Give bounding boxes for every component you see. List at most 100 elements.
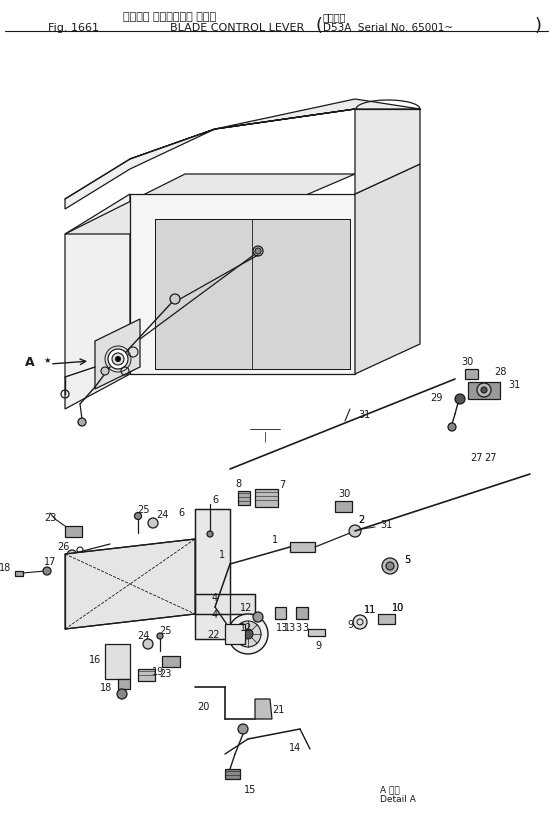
Text: 22: 22 xyxy=(207,630,220,640)
Polygon shape xyxy=(105,645,130,679)
Text: ブレード コントロール レバー: ブレード コントロール レバー xyxy=(123,12,217,22)
Polygon shape xyxy=(468,383,500,400)
Circle shape xyxy=(353,615,367,630)
Polygon shape xyxy=(195,509,230,640)
Text: 16: 16 xyxy=(88,655,101,665)
Circle shape xyxy=(253,247,263,257)
Text: 5: 5 xyxy=(404,554,410,564)
Polygon shape xyxy=(355,110,420,195)
Circle shape xyxy=(253,612,263,622)
Text: 18: 18 xyxy=(0,563,11,573)
Text: 26: 26 xyxy=(58,542,70,551)
Polygon shape xyxy=(225,624,245,645)
Text: 15: 15 xyxy=(244,784,256,794)
Text: 21: 21 xyxy=(272,704,284,714)
Text: 30: 30 xyxy=(461,357,473,366)
Polygon shape xyxy=(65,539,195,630)
Polygon shape xyxy=(225,769,240,779)
Circle shape xyxy=(43,568,51,575)
Text: 20: 20 xyxy=(197,701,210,711)
Polygon shape xyxy=(275,607,286,619)
Polygon shape xyxy=(255,489,278,507)
Circle shape xyxy=(157,633,163,640)
Polygon shape xyxy=(162,656,180,667)
Polygon shape xyxy=(238,492,250,506)
Text: 24: 24 xyxy=(137,630,149,640)
Circle shape xyxy=(477,384,491,398)
Text: 2: 2 xyxy=(358,514,364,524)
Polygon shape xyxy=(255,699,272,719)
Circle shape xyxy=(228,614,268,655)
Circle shape xyxy=(148,518,158,528)
Text: 6: 6 xyxy=(212,494,218,504)
Text: 10: 10 xyxy=(392,602,404,612)
Text: 8: 8 xyxy=(235,478,241,488)
Text: 1: 1 xyxy=(272,534,278,544)
Text: 31: 31 xyxy=(508,380,520,390)
Circle shape xyxy=(386,563,394,570)
Bar xyxy=(15,571,23,576)
Circle shape xyxy=(255,248,261,255)
Circle shape xyxy=(448,424,456,431)
Text: 31: 31 xyxy=(358,410,371,420)
Circle shape xyxy=(235,621,261,647)
Polygon shape xyxy=(290,543,315,553)
Text: 13: 13 xyxy=(276,622,288,632)
Text: A 詳図: A 詳図 xyxy=(380,784,400,793)
Circle shape xyxy=(143,640,153,650)
Polygon shape xyxy=(195,594,255,614)
Text: 適用号機: 適用号機 xyxy=(323,12,347,22)
Text: BLADE CONTROL LEVER: BLADE CONTROL LEVER xyxy=(170,23,304,33)
Text: |: | xyxy=(263,431,267,441)
Polygon shape xyxy=(296,607,308,619)
Polygon shape xyxy=(335,502,352,512)
Text: 28: 28 xyxy=(494,366,507,376)
Text: 9: 9 xyxy=(347,619,353,630)
Text: 23: 23 xyxy=(159,668,171,678)
Text: ★: ★ xyxy=(43,355,50,364)
Text: 30: 30 xyxy=(338,488,350,498)
Circle shape xyxy=(112,354,124,365)
Text: 25: 25 xyxy=(159,625,171,635)
Text: 17: 17 xyxy=(44,556,56,566)
Text: 7: 7 xyxy=(279,479,285,489)
Text: 4: 4 xyxy=(212,609,218,619)
Text: 12: 12 xyxy=(239,602,252,612)
Text: D53A  Serial No. 65001~: D53A Serial No. 65001~ xyxy=(323,23,453,33)
Text: Fig. 1661: Fig. 1661 xyxy=(48,23,99,33)
Text: 12: 12 xyxy=(239,622,252,632)
Text: 10: 10 xyxy=(392,602,404,612)
Text: 6: 6 xyxy=(178,507,184,517)
Polygon shape xyxy=(65,195,130,410)
Circle shape xyxy=(108,349,128,370)
Text: Detail A: Detail A xyxy=(380,794,416,803)
Text: 25: 25 xyxy=(137,504,149,514)
Text: 24: 24 xyxy=(156,509,168,519)
Circle shape xyxy=(170,294,180,304)
Text: 13: 13 xyxy=(284,622,296,632)
Text: 1: 1 xyxy=(219,549,225,559)
Polygon shape xyxy=(65,527,82,538)
Text: 4: 4 xyxy=(212,592,218,602)
Polygon shape xyxy=(130,195,355,375)
Text: 27: 27 xyxy=(470,452,483,462)
Text: 19: 19 xyxy=(152,666,164,676)
Polygon shape xyxy=(355,165,420,375)
Text: 3: 3 xyxy=(302,622,308,632)
Circle shape xyxy=(101,368,109,375)
Polygon shape xyxy=(130,110,355,160)
Text: 29: 29 xyxy=(431,393,443,402)
Text: 2: 2 xyxy=(358,514,364,524)
Circle shape xyxy=(207,532,213,538)
Polygon shape xyxy=(215,99,420,130)
Text: 31: 31 xyxy=(380,519,392,529)
Text: 14: 14 xyxy=(289,742,301,752)
Circle shape xyxy=(481,388,487,394)
Text: ): ) xyxy=(535,17,542,35)
Circle shape xyxy=(78,419,86,426)
Text: 9: 9 xyxy=(315,640,321,650)
Circle shape xyxy=(243,630,253,640)
Polygon shape xyxy=(465,370,478,380)
Polygon shape xyxy=(95,319,140,390)
Text: (: ( xyxy=(315,17,322,35)
